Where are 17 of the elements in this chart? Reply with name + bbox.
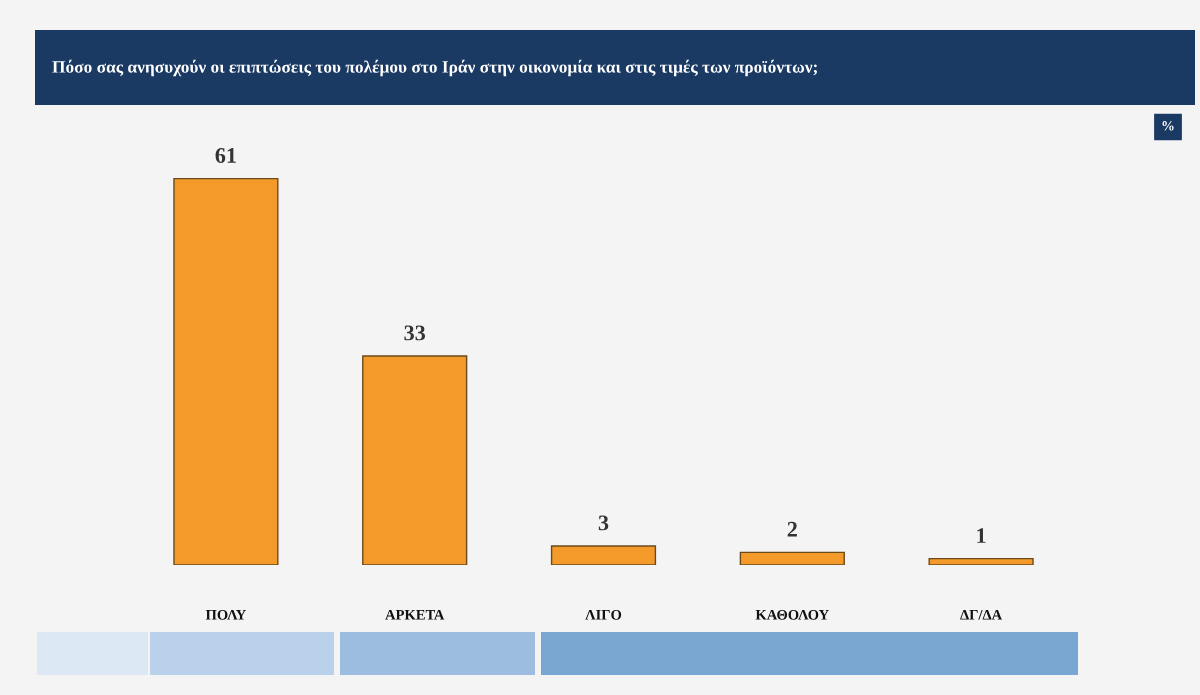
chart-title: Πόσο σας ανησυχούν οι επιπτώσεις του πολέμου στο Ιράν στην οικονομία και στις τιμές των προϊόντων; xyxy=(52,59,817,77)
x-tick-label: ΛΙΓΟ xyxy=(585,609,622,620)
x-tick-label: ΚΑΘΟΛΟΥ xyxy=(755,609,829,620)
bar xyxy=(928,557,1034,565)
bar xyxy=(739,551,845,565)
data-label: 3 xyxy=(598,515,609,531)
bar xyxy=(173,177,279,565)
x-tick-label: ΔΓ/ΔΑ xyxy=(960,609,1003,620)
bar xyxy=(362,355,468,565)
text: % xyxy=(1162,121,1174,131)
data-label: 33 xyxy=(404,325,426,341)
bar xyxy=(550,545,657,565)
x-tick-label: ΑΡΚΕΤΑ xyxy=(385,609,445,620)
data-label: 2 xyxy=(787,521,797,537)
x-tick-label: ΠΟΛΥ xyxy=(205,609,246,620)
data-label: 1 xyxy=(977,528,986,543)
data-label: 61 xyxy=(215,148,236,164)
